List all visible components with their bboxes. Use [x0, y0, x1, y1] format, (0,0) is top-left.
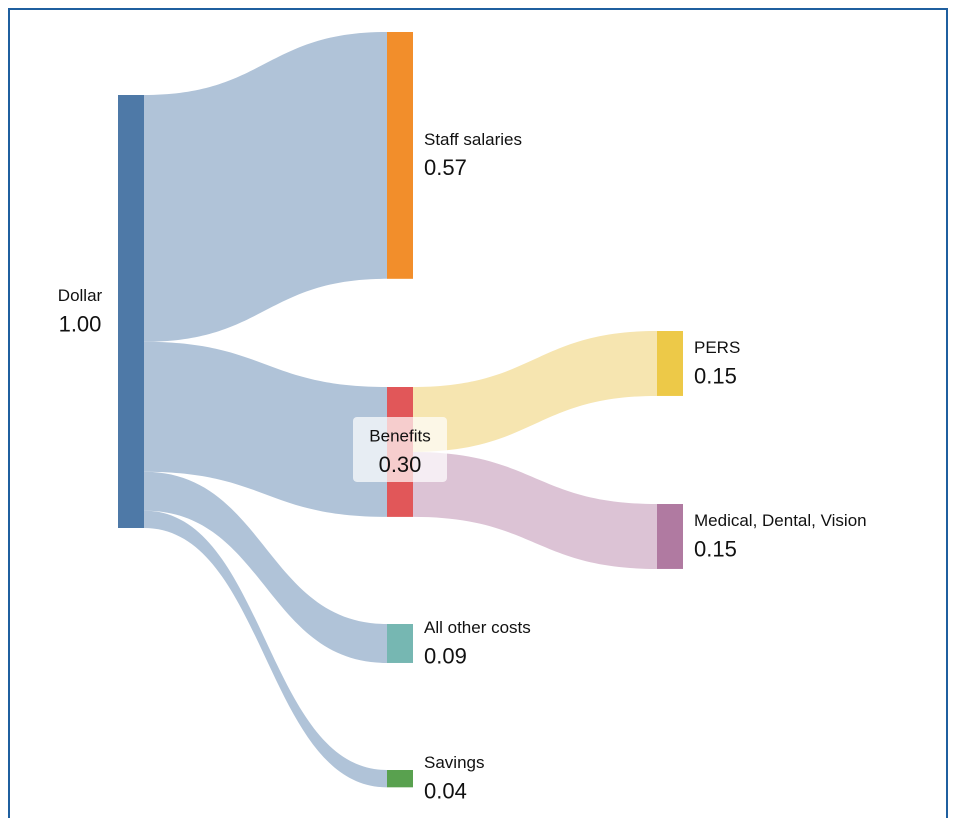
nodes	[118, 32, 683, 788]
link	[413, 331, 657, 452]
node-value: 0.57	[424, 155, 467, 180]
node-name: Staff salaries	[424, 130, 522, 149]
node-value: 1.00	[59, 311, 102, 336]
node-name: Medical, Dental, Vision	[694, 511, 867, 530]
node-value: 0.04	[424, 778, 467, 803]
link	[144, 32, 387, 342]
node-value: 0.15	[694, 536, 737, 561]
node-name: Dollar	[58, 286, 103, 305]
node-value: 0.30	[379, 452, 422, 477]
link	[144, 341, 387, 517]
node-name: Benefits	[369, 426, 430, 445]
node	[387, 32, 413, 279]
label-box	[353, 416, 447, 482]
node-name: PERS	[694, 338, 740, 357]
node	[387, 624, 413, 663]
node-value: 0.09	[424, 643, 467, 668]
node-name: All other costs	[424, 618, 531, 637]
node-name: Savings	[424, 753, 484, 772]
node	[118, 95, 144, 528]
link	[144, 510, 387, 788]
links	[144, 32, 657, 788]
node	[387, 770, 413, 788]
labels: Dollar 1.00 Staff salaries 0.57 Benefits 0.30…	[58, 130, 867, 804]
link	[144, 471, 387, 663]
node	[657, 331, 683, 396]
link	[413, 451, 657, 569]
node	[657, 504, 683, 569]
node-value: 0.15	[694, 363, 737, 388]
